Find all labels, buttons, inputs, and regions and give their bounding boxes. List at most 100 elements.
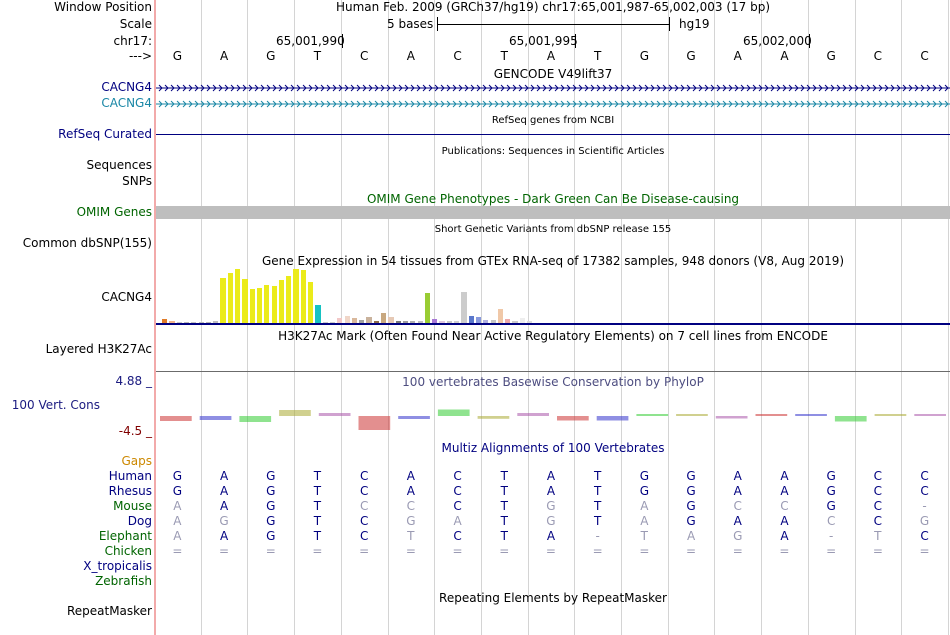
gtex-tissue-bar[interactable] — [293, 269, 299, 323]
gtex-tissue-bar[interactable] — [446, 321, 452, 323]
gtex-tissue-bar[interactable] — [439, 321, 445, 323]
gtex-tissue-bar[interactable] — [205, 322, 212, 323]
gtex-tissue-bar[interactable] — [213, 321, 219, 323]
species-label[interactable]: Dog — [127, 514, 152, 528]
conservation-bar[interactable] — [199, 416, 232, 420]
gtex-tissue-bar[interactable] — [527, 321, 533, 323]
gtex-tissue-bar[interactable] — [519, 318, 525, 323]
gtex-tissue-bar[interactable] — [300, 270, 306, 323]
conservation-bar[interactable] — [318, 413, 351, 416]
gencode-transcript-label[interactable]: CACNG4 — [101, 96, 152, 110]
gtex-tissue-bar[interactable] — [162, 319, 168, 323]
species-label[interactable]: Human — [108, 469, 152, 483]
gtex-tissue-bar[interactable] — [198, 322, 204, 323]
conservation-bar[interactable] — [636, 414, 669, 416]
window-position-label[interactable]: Window Position — [54, 0, 152, 14]
gtex-tissue-bar[interactable] — [183, 322, 190, 323]
species-label[interactable]: Chicken — [104, 544, 152, 558]
species-label[interactable]: Elephant — [98, 529, 152, 543]
gtex-tissue-bar[interactable] — [315, 305, 321, 323]
gtex-tissue-bar[interactable] — [417, 321, 423, 323]
strand-label[interactable]: ---> — [128, 49, 152, 63]
gtex-tissue-bar[interactable] — [242, 279, 248, 323]
conservation-bar[interactable] — [874, 414, 907, 416]
species-label[interactable]: Mouse — [113, 499, 152, 513]
sequences-label[interactable]: Sequences — [86, 158, 152, 172]
label-divider[interactable] — [154, 0, 156, 635]
omim-gene-bar[interactable] — [156, 206, 950, 219]
gtex-tissue-bar[interactable] — [278, 280, 285, 323]
conservation-bar[interactable] — [160, 416, 192, 421]
h3k27ac-label[interactable]: Layered H3K27Ac — [45, 342, 152, 356]
omim-genes-label[interactable]: OMIM Genes — [76, 205, 152, 219]
conservation-bar[interactable] — [358, 416, 391, 430]
gencode-transcript-navy[interactable] — [156, 82, 950, 94]
conservation-bar[interactable] — [517, 413, 549, 416]
gtex-tissue-bar[interactable] — [220, 278, 226, 323]
gtex-tissue-bar[interactable] — [424, 293, 431, 323]
gtex-tissue-bar[interactable] — [373, 321, 379, 323]
conservation-bar[interactable] — [834, 416, 867, 422]
gtex-tissue-bar[interactable] — [381, 313, 387, 323]
gtex-tissue-bar[interactable] — [505, 319, 511, 323]
conservation-track-label[interactable]: 100 Vert. Cons — [11, 398, 100, 412]
conservation-bar[interactable] — [239, 416, 272, 422]
gtex-tissue-bar[interactable] — [402, 321, 409, 323]
refseq-gene-line[interactable] — [156, 134, 950, 135]
gtex-tissue-bar[interactable] — [475, 317, 482, 323]
conservation-wiggle[interactable] — [156, 398, 950, 434]
gtex-tissue-bar[interactable] — [227, 273, 233, 323]
gtex-tissue-bar[interactable] — [461, 292, 467, 323]
conservation-bar[interactable] — [676, 414, 708, 416]
conservation-bar[interactable] — [795, 414, 827, 416]
gtex-tissue-bar[interactable] — [490, 320, 496, 323]
gtex-tissue-bar[interactable] — [410, 321, 416, 323]
gtex-tissue-bar[interactable] — [483, 320, 489, 323]
gtex-tissue-bar[interactable] — [264, 285, 270, 323]
gtex-tissue-bar[interactable] — [329, 322, 336, 323]
gtex-tissue-bar[interactable] — [286, 276, 292, 323]
gtex-gene-label[interactable]: CACNG4 — [101, 290, 152, 304]
gtex-tissue-bar[interactable] — [468, 316, 474, 323]
gencode-transcript-teal[interactable] — [156, 98, 950, 110]
gtex-tissue-bar[interactable] — [454, 321, 460, 323]
conservation-bar[interactable] — [477, 416, 510, 419]
gtex-tissue-bar[interactable] — [366, 317, 372, 323]
gencode-transcript-label[interactable]: CACNG4 — [101, 80, 152, 94]
species-label[interactable]: Rhesus — [108, 484, 152, 498]
conservation-bar[interactable] — [715, 416, 748, 419]
conservation-bar[interactable] — [398, 416, 430, 419]
conservation-bar[interactable] — [914, 414, 946, 416]
gtex-tissue-bar[interactable] — [256, 288, 263, 323]
gtex-tissue-bar[interactable] — [359, 320, 365, 323]
snps-label[interactable]: SNPs — [122, 174, 152, 188]
repeatmasker-label[interactable]: RepeatMasker — [66, 604, 152, 618]
conservation-bar[interactable] — [437, 409, 470, 417]
gtex-tissue-bar[interactable] — [337, 318, 343, 323]
gtex-tissue-bar[interactable] — [395, 321, 401, 323]
gtex-tissue-bar[interactable] — [322, 322, 328, 323]
dbsnp-label[interactable]: Common dbSNP(155) — [22, 236, 152, 250]
conservation-bar[interactable] — [755, 414, 788, 416]
gtex-tissue-bar[interactable] — [191, 322, 197, 323]
conservation-bar[interactable] — [596, 416, 629, 421]
gtex-tissue-bar[interactable] — [388, 317, 394, 323]
gtex-tissue-bar[interactable] — [432, 319, 438, 323]
species-label[interactable]: X_tropicalis — [83, 559, 152, 573]
gtex-tissue-bar[interactable] — [235, 269, 241, 323]
gtex-tissue-bar[interactable] — [169, 321, 175, 323]
gtex-tissue-bar[interactable] — [308, 282, 314, 323]
refseq-curated-label[interactable]: RefSeq Curated — [58, 127, 152, 141]
h3k27ac-signal-line[interactable] — [156, 371, 950, 372]
gaps-label[interactable]: Gaps — [121, 454, 152, 468]
gtex-expression-chart[interactable] — [156, 268, 950, 324]
gtex-tissue-bar[interactable] — [249, 289, 255, 323]
gtex-tissue-bar[interactable] — [271, 286, 277, 323]
gtex-tissue-bar[interactable] — [497, 309, 504, 323]
gtex-tissue-bar[interactable] — [176, 322, 182, 323]
conservation-bar[interactable] — [279, 410, 311, 416]
conservation-bar[interactable] — [557, 416, 589, 421]
gtex-tissue-bar[interactable] — [512, 321, 518, 323]
gtex-tissue-bar[interactable] — [344, 316, 350, 323]
